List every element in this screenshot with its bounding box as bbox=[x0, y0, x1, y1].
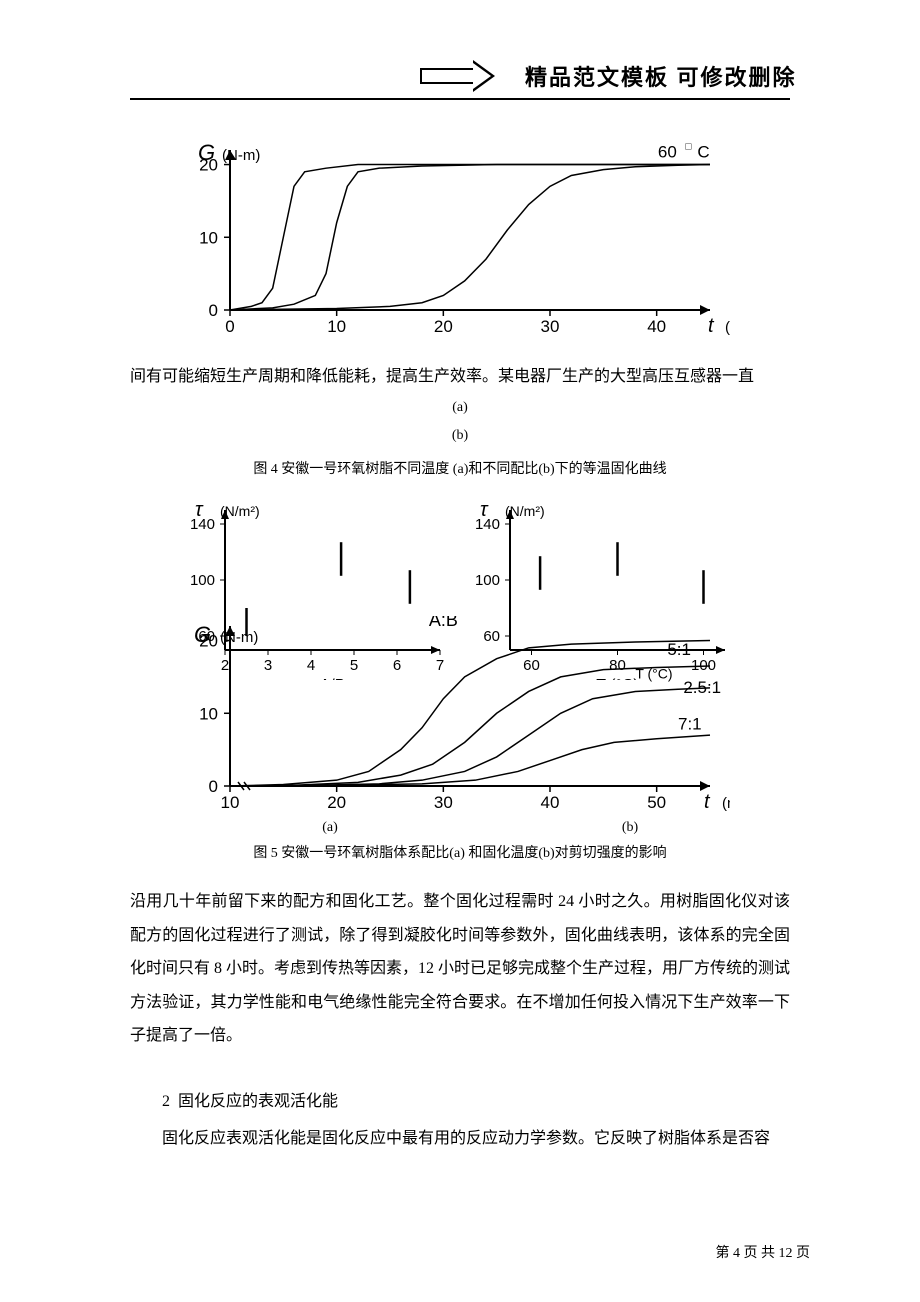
svg-text:A:B: A:B bbox=[429, 616, 458, 630]
caption-a: (a) bbox=[0, 400, 920, 416]
section-title: 固化反应的表观活化能 bbox=[178, 1093, 338, 1110]
svg-text:(N-m): (N-m) bbox=[220, 629, 258, 646]
svg-text:0: 0 bbox=[209, 777, 218, 796]
svg-text:C: C bbox=[383, 140, 395, 143]
figure-5-caption: 图 5 安徽一号环氧树脂体系配比(a) 和固化温度(b)对剪切强度的影响 bbox=[0, 842, 920, 862]
page-footer: 第 4 页 共 12 页 bbox=[716, 1242, 811, 1262]
paragraph-3: 固化反应表观活化能是固化反应中最有用的反应动力学参数。它反映了树脂体系是否容 bbox=[162, 1122, 792, 1156]
section-2-heading: 2 固化反应的表观活化能 bbox=[162, 1085, 792, 1119]
paragraph-2: 沿用几十年前留下来的配方和固化工艺。整个固化过程需时 24 小时之久。用树脂固化… bbox=[130, 885, 790, 1053]
paragraph-1: 间有可能缩短生产周期和降低能耗，提高生产效率。某电器厂生产的大型高压互感器一直 bbox=[130, 360, 790, 394]
caption-b: (b) bbox=[0, 428, 920, 444]
svg-text:40: 40 bbox=[647, 317, 666, 336]
figure-5-sub-a: (a) bbox=[300, 820, 360, 836]
figure-5-sub-b: (b) bbox=[600, 820, 660, 836]
svg-text:140: 140 bbox=[190, 516, 215, 533]
svg-text:100: 100 bbox=[190, 572, 215, 589]
svg-text:60: 60 bbox=[658, 142, 677, 161]
svg-text:2.5:1: 2.5:1 bbox=[683, 678, 721, 697]
header-underline bbox=[130, 98, 790, 100]
figure-4-chart: 01020304001020G(N-m)t(min)100□C80□C60□C bbox=[170, 140, 730, 340]
svg-text:80: 80 bbox=[509, 140, 528, 143]
svg-text:30: 30 bbox=[434, 793, 453, 812]
svg-text:t: t bbox=[708, 315, 715, 337]
svg-text:C: C bbox=[546, 140, 558, 143]
svg-text:100: 100 bbox=[475, 572, 500, 589]
svg-text:□: □ bbox=[685, 141, 691, 152]
svg-text:50: 50 bbox=[647, 793, 666, 812]
svg-text:t: t bbox=[704, 791, 711, 813]
svg-text:(min): (min) bbox=[725, 319, 730, 336]
svg-text:(N/m²): (N/m²) bbox=[220, 503, 260, 519]
svg-text:(min): (min) bbox=[722, 795, 730, 812]
header-banner: 精品范文模板 可修改删除 bbox=[420, 60, 860, 92]
svg-text:G: G bbox=[198, 140, 215, 165]
svg-text:100: 100 bbox=[333, 140, 361, 143]
section-number: 2 bbox=[162, 1093, 170, 1110]
arrow-icon bbox=[420, 64, 500, 88]
svg-text:30: 30 bbox=[541, 317, 560, 336]
svg-text:10: 10 bbox=[199, 704, 218, 723]
figure-4-caption: 图 4 安徽一号环氧树脂不同温度 (a)和不同配比(b)下的等温固化曲线 bbox=[0, 458, 920, 478]
svg-text:0: 0 bbox=[225, 317, 234, 336]
svg-text:140: 140 bbox=[475, 516, 500, 533]
svg-text:(N/m²): (N/m²) bbox=[505, 503, 545, 519]
svg-text:7:1: 7:1 bbox=[678, 714, 702, 733]
svg-text:G: G bbox=[194, 622, 211, 647]
figure-4b-chart: 102030405001020G(N-m)t(min)A:B5:12.5:17:… bbox=[170, 616, 730, 816]
svg-text:10: 10 bbox=[199, 228, 218, 247]
svg-text:0: 0 bbox=[209, 301, 218, 320]
svg-text:10: 10 bbox=[327, 317, 346, 336]
svg-text:5:1: 5:1 bbox=[667, 640, 691, 659]
svg-text:C: C bbox=[697, 142, 709, 161]
svg-text:(N-m): (N-m) bbox=[222, 147, 260, 164]
svg-text:10: 10 bbox=[221, 793, 240, 812]
header-title: 精品范文模板 可修改删除 bbox=[525, 60, 797, 92]
svg-text:20: 20 bbox=[327, 793, 346, 812]
svg-text:20: 20 bbox=[434, 317, 453, 336]
svg-text:T (°C): T (°C) bbox=[635, 665, 672, 681]
svg-text:40: 40 bbox=[541, 793, 560, 812]
